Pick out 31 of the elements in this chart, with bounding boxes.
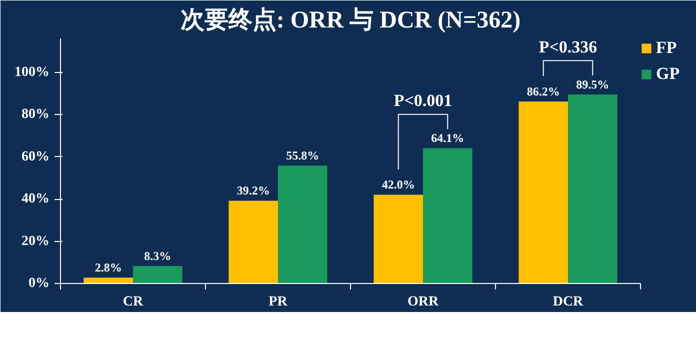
bar	[423, 148, 472, 284]
bar	[228, 200, 278, 284]
bar	[568, 94, 618, 284]
y-tick-label: 20%	[22, 234, 50, 249]
text: 8.3%	[144, 248, 172, 263]
text: 64.1%	[431, 130, 464, 145]
text: 42.0%	[382, 178, 415, 192]
y-tick-label: 60%	[22, 149, 50, 164]
annotation: P<0.001	[394, 91, 452, 110]
y-tick-label: 80%	[22, 107, 50, 122]
bar	[133, 266, 182, 284]
bar	[278, 166, 328, 284]
x-tick-label: CR	[122, 294, 144, 310]
x-tick-label: PR	[268, 294, 288, 310]
x-tick-label: DCR	[552, 294, 584, 310]
y-tick-label: 40%	[22, 192, 50, 207]
legend-label: GP	[656, 64, 680, 84]
text: 89.5%	[576, 77, 610, 92]
text: 39.2%	[236, 184, 270, 198]
bar	[518, 101, 568, 284]
y-tick-label: 0%	[28, 276, 50, 291]
text: 55.8%	[286, 148, 320, 162]
chart-title: 次要终点: ORR 与 DCR (N=362)	[180, 6, 521, 34]
text: 86.2%	[526, 84, 560, 98]
text: 2.8%	[94, 260, 122, 274]
bar	[84, 278, 133, 284]
bar	[374, 194, 423, 284]
annotation: P<0.336	[538, 37, 598, 56]
x-tick-label: ORR	[407, 294, 440, 310]
legend-label: FP	[656, 38, 677, 58]
y-tick-label: 100%	[14, 64, 50, 80]
